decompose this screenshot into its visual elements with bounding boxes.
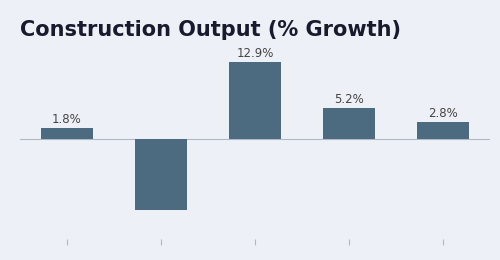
Text: Construction Output (% Growth): Construction Output (% Growth) [20, 20, 401, 40]
Bar [41, 128, 93, 139]
Text: 5.2%: 5.2% [334, 93, 364, 106]
Bar [229, 62, 281, 139]
Bar [323, 108, 375, 139]
Bar [417, 122, 469, 139]
Bar [135, 139, 187, 210]
Text: 1.8%: 1.8% [52, 113, 82, 126]
Text: 12.9%: 12.9% [236, 47, 274, 60]
Text: 2.8%: 2.8% [428, 107, 458, 120]
